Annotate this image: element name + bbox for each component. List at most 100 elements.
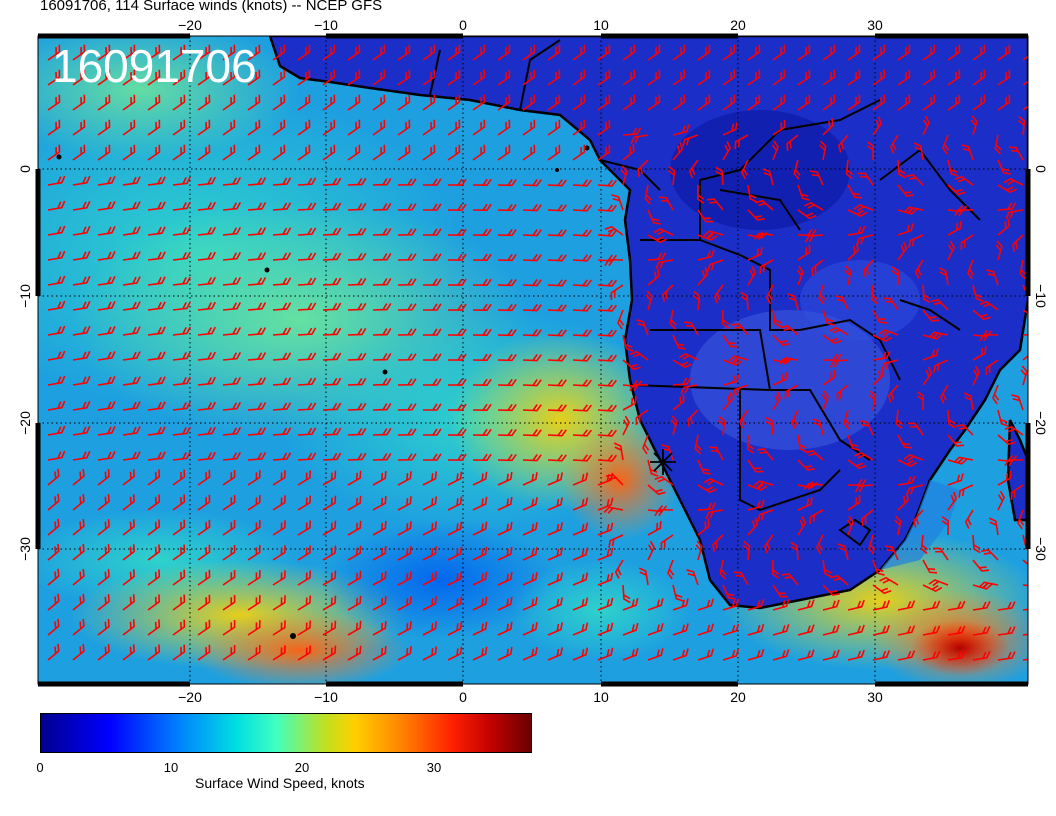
wind-barb	[147, 201, 166, 211]
wind-barb	[472, 253, 492, 262]
wind-barb	[122, 544, 135, 561]
wind-barb	[997, 626, 1016, 636]
wind-barb	[922, 115, 931, 136]
wind-barb	[597, 497, 614, 511]
wind-barb	[647, 94, 661, 111]
wind-barb	[247, 495, 261, 511]
wind-barb	[572, 547, 589, 561]
wind-barb	[829, 326, 849, 336]
wind-barb	[47, 250, 66, 261]
wind-barb	[347, 177, 367, 186]
wind-barb	[797, 599, 815, 611]
wind-barb	[622, 597, 639, 611]
wind-barb	[222, 451, 242, 461]
wind-barb	[472, 278, 492, 287]
wind-barb	[697, 69, 711, 86]
wind-barb	[522, 472, 538, 486]
wind-barb	[763, 534, 774, 554]
wind-barb	[197, 469, 211, 486]
wind-barb	[447, 253, 467, 261]
wind-barb	[422, 403, 442, 411]
wind-barb	[572, 69, 586, 86]
wind-barb	[72, 568, 85, 586]
wind-barb	[47, 350, 66, 361]
wind-barb	[597, 204, 618, 212]
wind-barb	[347, 470, 362, 486]
wind-barb	[547, 597, 563, 611]
wind-barb	[922, 650, 941, 661]
wind-barb	[672, 94, 686, 111]
lat-tick-label: 0	[1033, 165, 1049, 173]
wind-barb	[97, 144, 111, 161]
wind-barb	[47, 144, 61, 161]
wind-barb	[978, 581, 999, 589]
wind-barb	[522, 329, 542, 337]
wind-barb	[887, 384, 899, 403]
wind-barb	[547, 329, 567, 337]
wind-barb	[697, 484, 717, 494]
wind-barb	[372, 69, 386, 86]
wind-barb	[47, 568, 60, 586]
wind-barb	[622, 44, 636, 61]
wind-barb	[147, 569, 161, 586]
wind-barb	[222, 644, 236, 661]
wind-barb	[772, 309, 783, 328]
wind-barb	[147, 426, 166, 436]
wind-barb	[647, 598, 664, 611]
wind-barb	[522, 354, 542, 362]
wind-barb	[247, 252, 267, 261]
wind-barb	[997, 202, 1017, 211]
wind-barb	[522, 94, 536, 111]
wind-barb	[672, 598, 689, 611]
wind-barb	[172, 176, 191, 186]
wind-barb	[654, 508, 674, 517]
lon-tick-label: 0	[459, 17, 467, 33]
wind-barb	[197, 176, 216, 186]
wind-barb	[597, 119, 611, 136]
wind-barb	[472, 428, 492, 437]
wind-barb	[847, 434, 860, 451]
wind-barb	[947, 600, 966, 611]
wind-barb	[297, 327, 317, 336]
wind-barb	[522, 622, 538, 636]
wind-barb	[822, 94, 836, 111]
wind-barb	[672, 648, 689, 661]
wind-barb	[372, 203, 392, 211]
wind-barb	[797, 434, 808, 453]
wind-barb	[322, 620, 337, 636]
wind-barb	[147, 276, 166, 286]
colorbar	[40, 713, 532, 753]
wind-barb	[47, 94, 61, 111]
wind-barb	[953, 456, 974, 464]
wind-barb	[622, 94, 636, 111]
wind-barb	[147, 301, 166, 311]
wind-barb	[895, 409, 904, 430]
wind-barb	[322, 119, 336, 136]
wind-barb	[147, 644, 161, 661]
wind-barb	[222, 251, 242, 261]
wind-barb	[522, 647, 538, 661]
lon-tick-label: 20	[730, 17, 746, 33]
wind-barb	[422, 94, 436, 111]
wind-barb	[822, 309, 835, 326]
wind-barb	[697, 459, 711, 475]
wind-barb	[637, 159, 649, 177]
wind-barb	[931, 299, 949, 311]
wind-barb	[147, 226, 166, 236]
map-title: 16091706, 114 Surface winds (knots) -- N…	[40, 0, 383, 14]
wind-barb	[72, 618, 85, 636]
wind-barb	[597, 622, 614, 636]
wind-barb	[522, 179, 542, 187]
wind-barb	[197, 519, 211, 536]
wind-barb	[422, 278, 442, 286]
wind-barb	[122, 276, 141, 286]
wind-barb	[630, 134, 649, 145]
wind-barb	[297, 94, 311, 111]
wind-barb	[830, 574, 849, 586]
wind-barb	[960, 234, 974, 251]
wind-barb	[706, 198, 724, 211]
wind-barb	[747, 247, 763, 261]
colorbar-label: Surface Wind Speed, knots	[195, 775, 365, 791]
wind-barb	[122, 251, 141, 261]
wind-barb	[297, 144, 311, 161]
